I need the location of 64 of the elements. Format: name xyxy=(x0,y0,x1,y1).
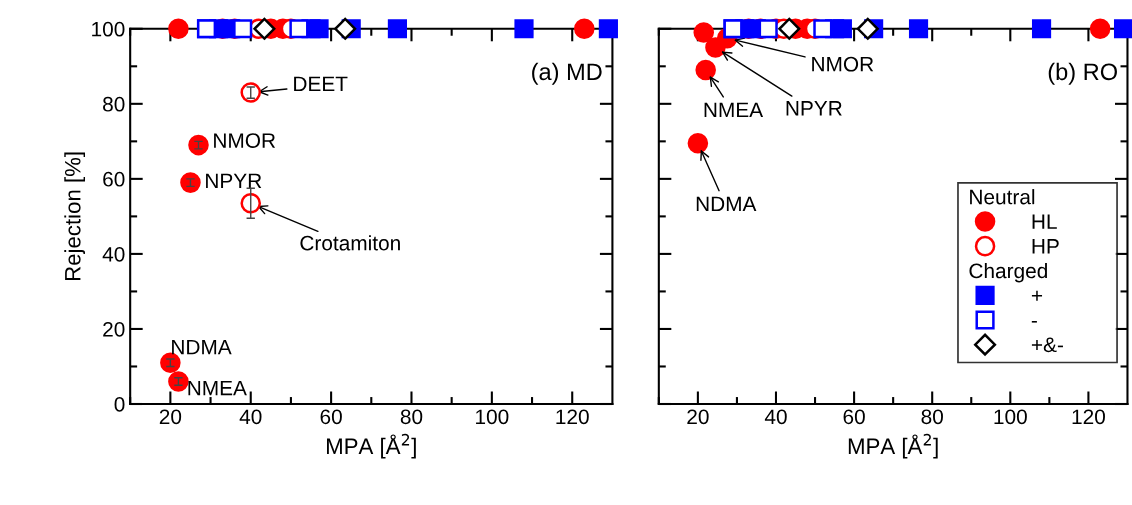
annotation: NMEA xyxy=(188,380,247,396)
x-tick-label: 120 xyxy=(556,409,589,425)
x-tick-label: 100 xyxy=(994,409,1027,425)
annotation: Crotamiton xyxy=(300,235,400,251)
annotation: NDMA xyxy=(696,196,757,212)
point xyxy=(168,371,189,392)
annotation: Neutral xyxy=(970,189,1035,205)
legend-label: +&- xyxy=(1031,337,1063,353)
point xyxy=(758,19,778,39)
point xyxy=(309,19,329,39)
y-tick-label: 20 xyxy=(103,321,125,337)
legend-label: + xyxy=(1031,290,1043,301)
point xyxy=(693,22,715,43)
point xyxy=(574,18,595,40)
point xyxy=(1089,18,1111,40)
y-tick-label: 60 xyxy=(103,171,125,187)
x-axis-title: MPA [Å$^{2}$] xyxy=(327,433,416,459)
legend-label: HP xyxy=(1032,239,1059,254)
annotation: Charged xyxy=(969,262,1047,283)
y-tick-label: 100 xyxy=(92,21,125,37)
legend-label: - xyxy=(1031,320,1037,323)
x-tick-label: 120 xyxy=(1072,409,1105,425)
y-axis-title: Rejection [%] xyxy=(64,152,86,281)
text: (b) RO xyxy=(1048,62,1117,85)
x-tick-label: 100 xyxy=(476,409,509,425)
point xyxy=(908,19,929,39)
point xyxy=(233,19,253,39)
annotation: NDMA xyxy=(172,339,232,355)
annotation: NMEA xyxy=(704,102,764,118)
text: (a) MD xyxy=(532,62,602,85)
point xyxy=(1113,19,1132,39)
x-tick-label: 60 xyxy=(320,409,342,425)
x-tick-label: 80 xyxy=(400,409,423,425)
annotation: NPYR xyxy=(206,173,262,189)
point xyxy=(168,18,189,40)
annotation: NMOR xyxy=(214,133,276,148)
x-tick-label: 20 xyxy=(159,409,182,425)
x-tick-label: 80 xyxy=(921,409,943,425)
point xyxy=(253,17,276,40)
point xyxy=(1031,19,1052,39)
y-tick-label: 80 xyxy=(103,96,125,112)
point xyxy=(598,19,618,39)
point xyxy=(514,19,534,39)
annotation: NPYR xyxy=(786,101,842,116)
point xyxy=(856,17,879,40)
point xyxy=(334,17,357,40)
annotation: DEET xyxy=(294,76,348,92)
x-tick-label: 60 xyxy=(843,409,865,425)
x-tick-label: 40 xyxy=(764,409,787,425)
point xyxy=(695,59,716,81)
legend-label: HL xyxy=(1032,214,1057,229)
x-axis-title: MPA [Å$^{2}$] xyxy=(848,433,938,459)
y-tick-label: 40 xyxy=(102,246,125,262)
point xyxy=(289,19,309,39)
point xyxy=(832,19,852,39)
point xyxy=(240,192,262,214)
point xyxy=(813,19,833,39)
x-tick-label: 20 xyxy=(687,409,709,425)
y-tick-label: 0 xyxy=(114,397,125,412)
x-tick-label: 40 xyxy=(239,409,262,425)
point xyxy=(778,17,801,40)
point xyxy=(387,19,407,39)
annotation: NMOR xyxy=(812,56,874,72)
point xyxy=(687,132,709,154)
